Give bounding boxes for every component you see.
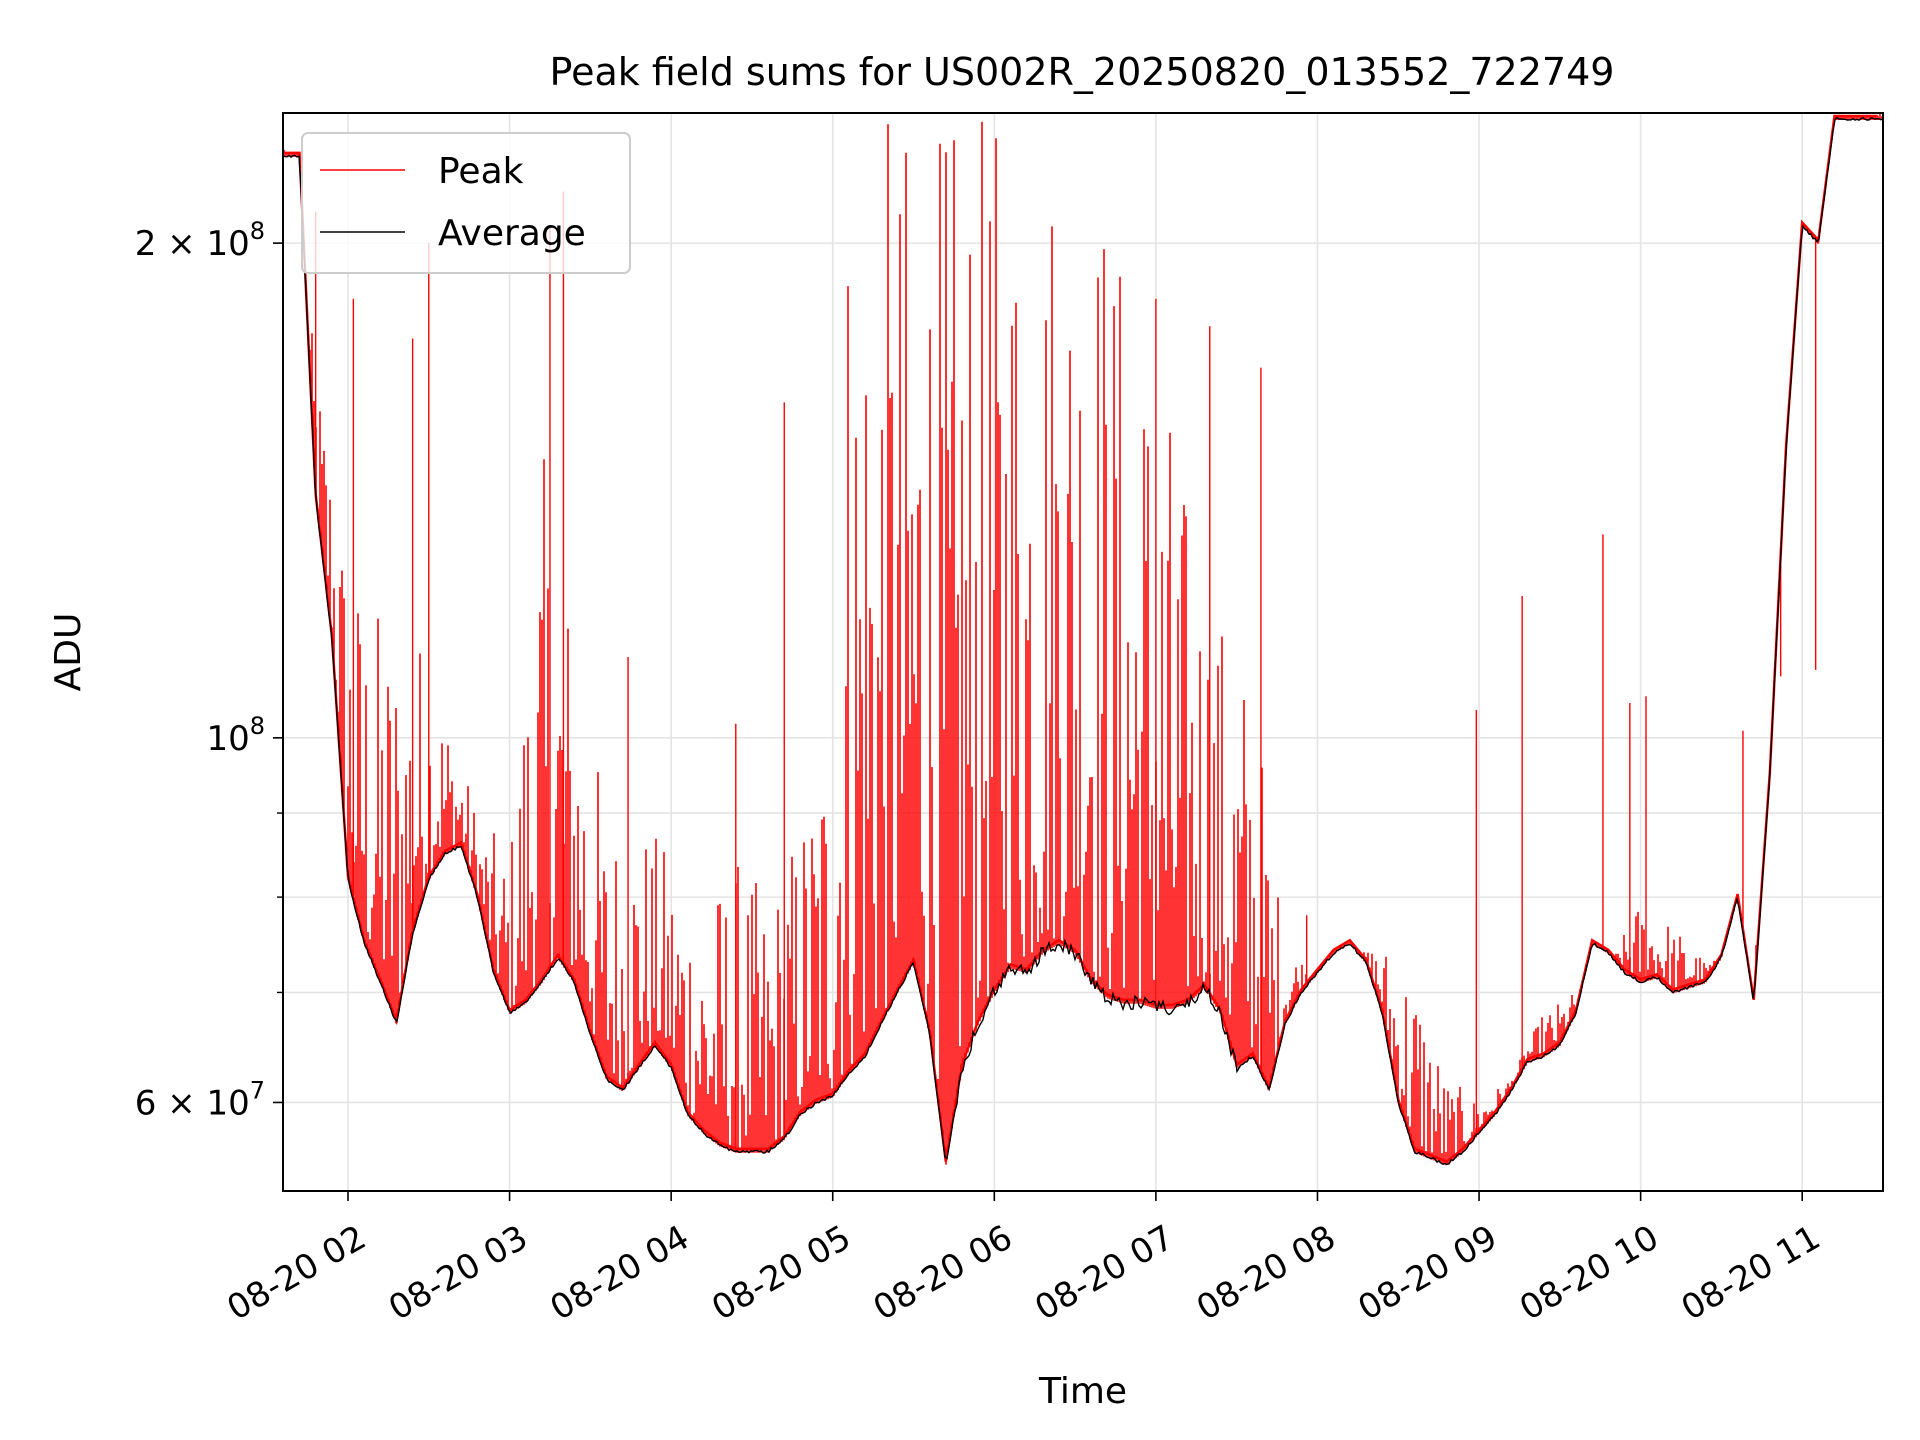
y-tick-label: 6 × 107 (135, 1076, 265, 1123)
y-tick-label: 108 (206, 712, 265, 759)
y-tick-label: 2 × 108 (135, 217, 265, 264)
x-axis-label: Time (1038, 1371, 1127, 1412)
legend-peak-label: Peak (438, 151, 524, 192)
legend: Peak Average (301, 132, 631, 274)
chart-title: Peak field sums for US002R_20250820_0135… (550, 50, 1615, 94)
legend-box (301, 132, 631, 274)
plot-frame (282, 112, 1884, 1192)
average-line (283, 116, 1883, 1166)
plot-clip-group (283, 114, 1883, 1166)
y-axis: 2 × 108 108 6 × 107 (135, 217, 283, 1123)
legend-average-label: Average (438, 213, 586, 254)
y-axis-label: ADU (48, 613, 89, 692)
peak-series (283, 114, 1883, 1166)
